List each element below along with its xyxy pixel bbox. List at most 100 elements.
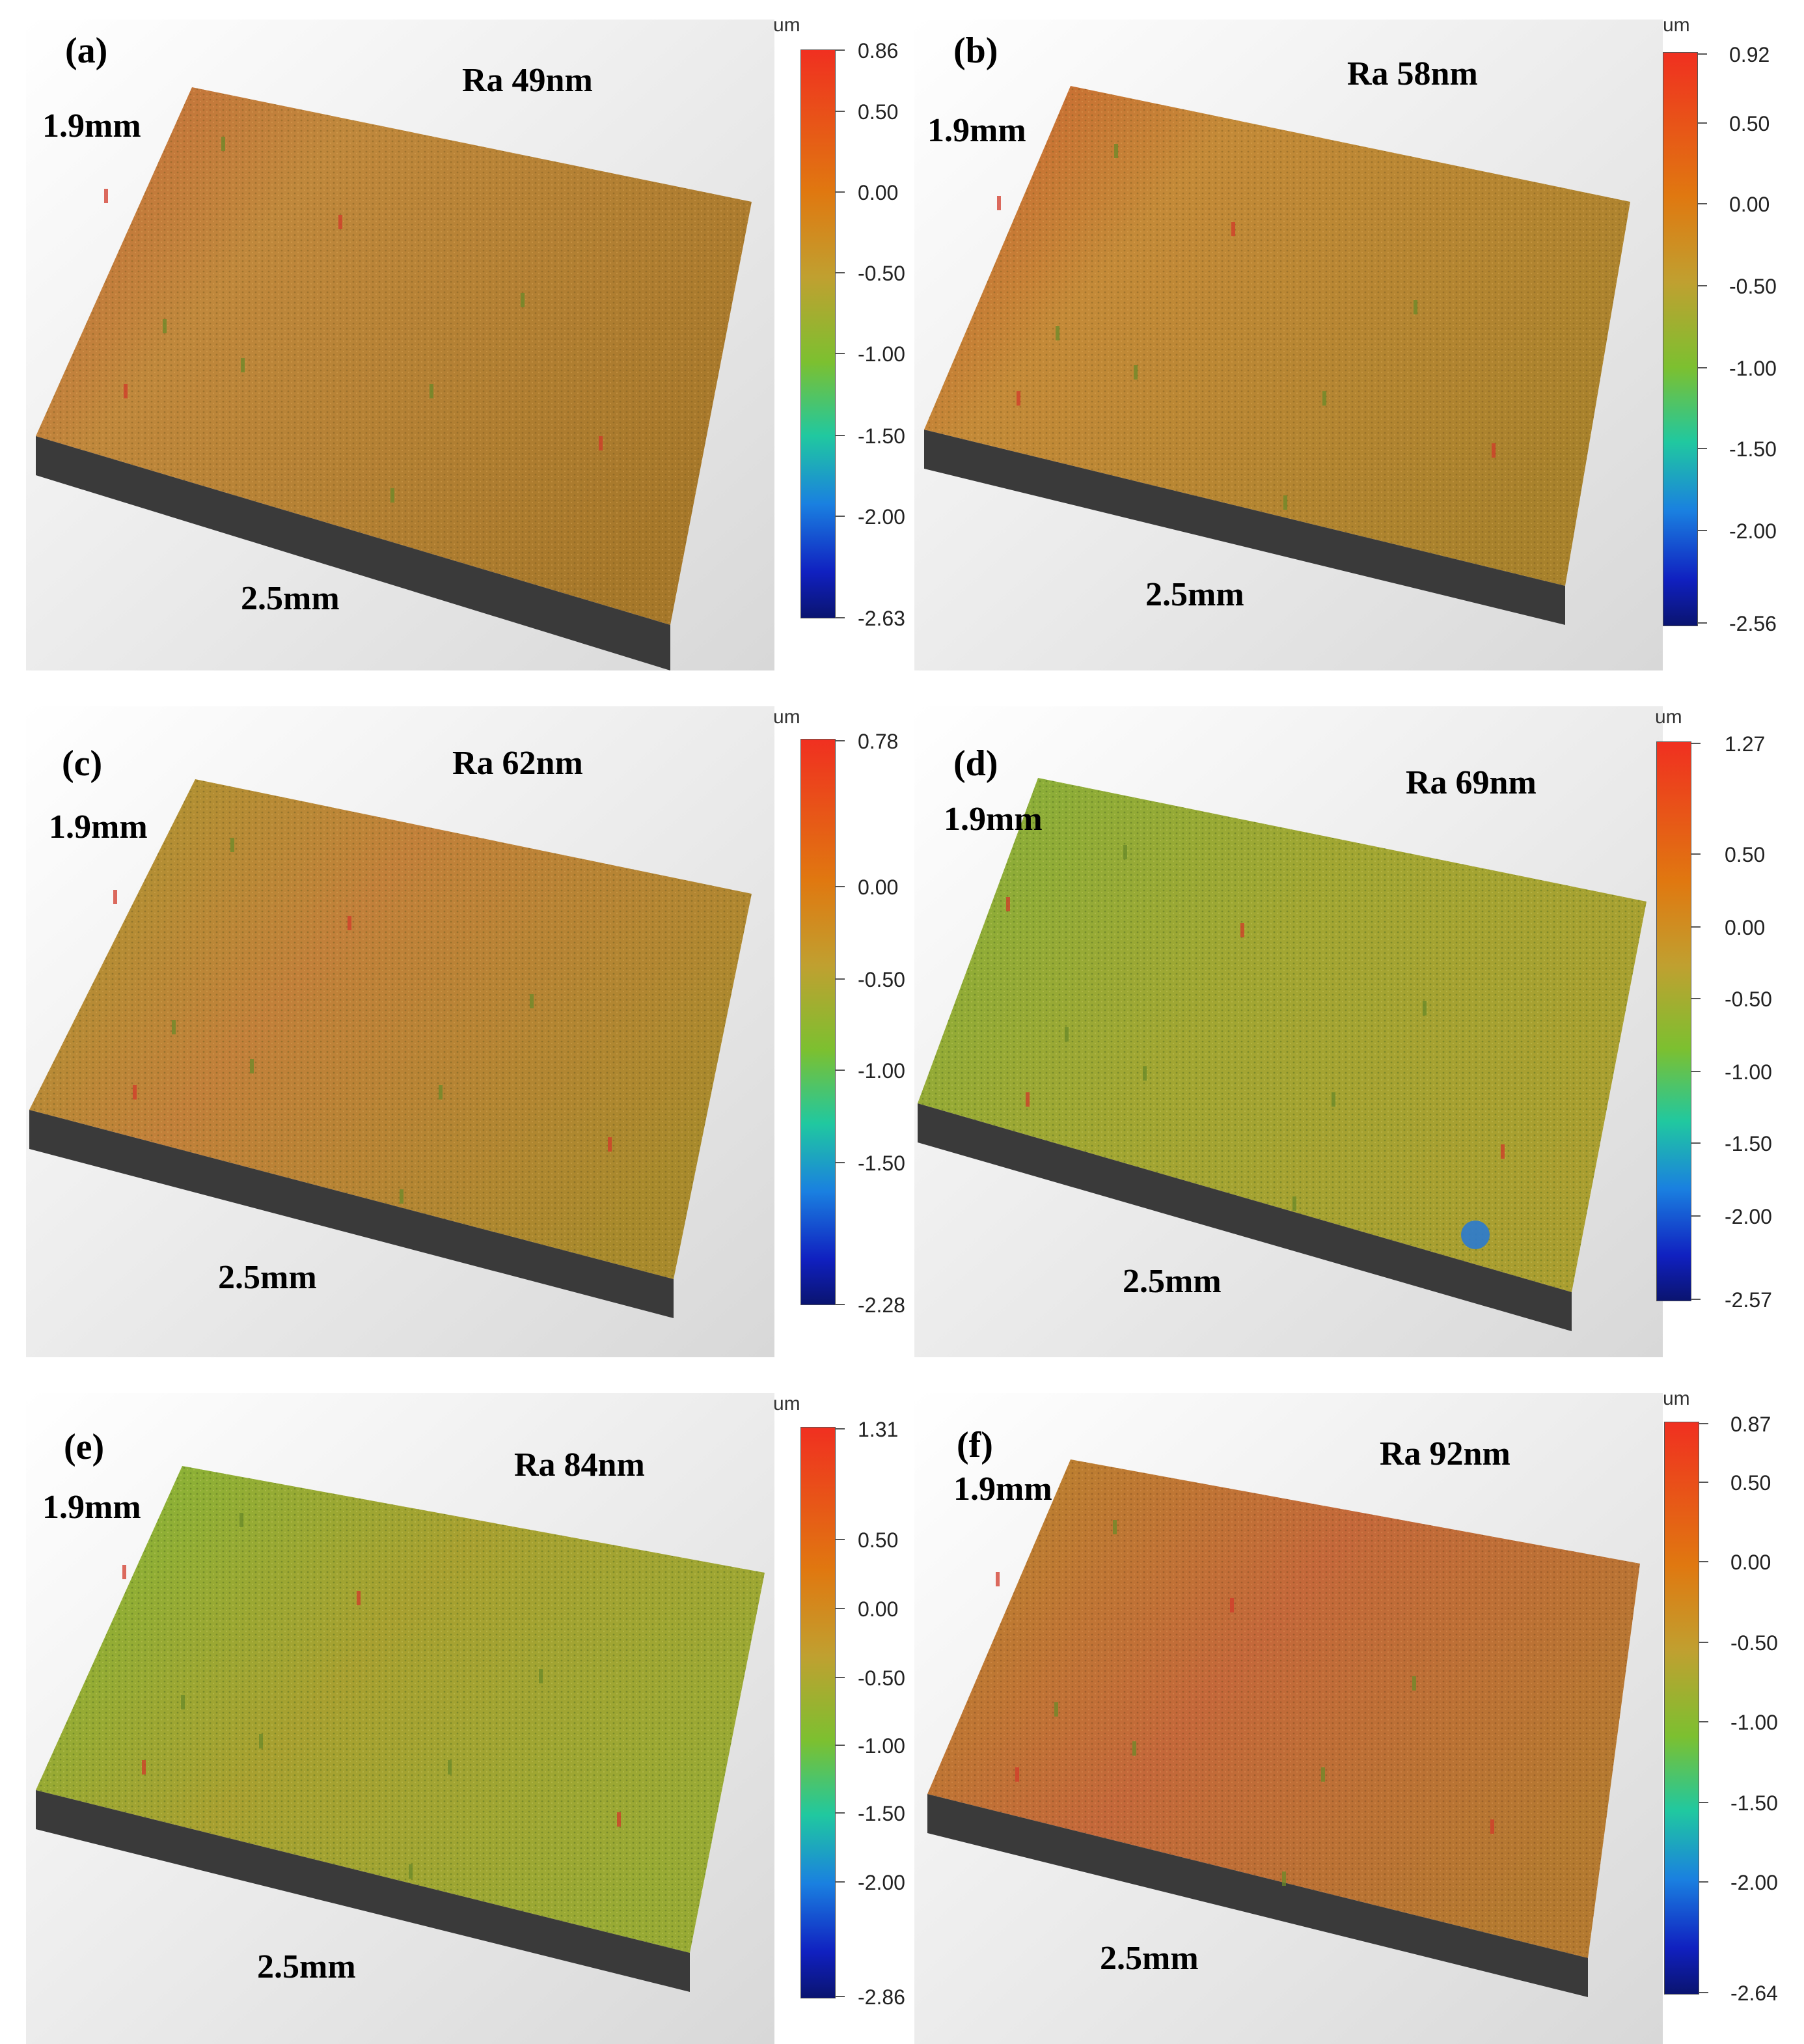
surface-side-c [29,1110,674,1318]
colorbar-a [800,49,836,618]
tick-label: 0.50 [1725,843,1766,866]
surface-spike [539,1669,543,1683]
tick-label: 0.50 [1729,112,1770,135]
tick-label: -1.50 [1730,1791,1778,1815]
surface-spike [530,994,534,1008]
surface-spike [409,1864,413,1879]
colorbar-c [800,739,836,1305]
tick-label: -1.00 [1730,1711,1778,1734]
colorbar-unit-c: um [773,706,800,728]
surface-plot-d [914,706,1663,1357]
surface-spike [1231,222,1235,236]
surface-plot-f [914,1393,1663,2044]
tick-label: -0.50 [1730,1631,1778,1655]
tick-label: -0.50 [1729,275,1777,298]
surface-spike [1054,1702,1058,1717]
surface-plot-c [26,706,774,1357]
surface-spike [163,319,167,333]
tick-label: -2.00 [1729,519,1777,543]
x-dimension-e: 2.5mm [257,1948,356,1985]
tick-label: -1.50 [858,424,905,448]
tick-label: 1.31 [858,1418,899,1441]
colorbar-unit-e: um [773,1393,800,1415]
surface-spike [1501,1144,1505,1159]
panel-b: (b) Ra 58nm 1.9mm 2.5mm um 0.92 0.50 0.0… [914,14,1804,670]
y-dimension-d: 1.9mm [944,801,1043,838]
panel-f: (f) Ra 92nm 1.9mm 2.5mm um 0.87 0.50 0.0… [914,1388,1804,2044]
surface-spike [259,1734,263,1748]
surface-spike [113,890,117,904]
tick-label: -1.00 [1729,357,1777,380]
ra-value-d: Ra 69nm [1406,764,1537,801]
colorbar-e [800,1427,836,1998]
surface-3d-a [26,20,774,670]
tick-label: 0.00 [858,876,899,899]
surface-spike [1143,1066,1147,1081]
x-dimension-f: 2.5mm [1100,1940,1199,1977]
panel-a: (a) Ra 49nm 1.9mm 2.5mm um 0.86 0.50 0.0… [26,14,924,670]
surface-spike [1113,1520,1117,1534]
colorbar-f [1664,1422,1699,1995]
tick-label: -1.00 [858,1059,905,1083]
panel-letter-d: (d) [953,743,998,784]
surface-spike [221,137,225,151]
surface-spike [1492,443,1496,458]
surface-spike [230,838,234,852]
panel-d: (d) Ra 69nm 1.9mm 2.5mm um 1.27 0.50 0.0… [914,706,1804,1357]
surface-spike [1026,1092,1030,1107]
surface-spike [1065,1027,1069,1042]
surface-side-d [918,1103,1572,1331]
tick-label: -0.50 [1725,987,1772,1011]
tick-label: -2.86 [858,1985,905,2009]
surface-side-b [924,430,1565,625]
surface-plot-a [26,20,774,670]
surface-3d-d [914,706,1663,1357]
surface-spike [400,1189,403,1204]
tick-label: -2.00 [858,1871,905,1894]
surface-spike [1490,1819,1494,1834]
surface-spike [239,1513,243,1527]
panel-letter-f: (f) [957,1425,993,1465]
colorbar-unit-b: um [1663,14,1690,36]
surface-spike [1132,1741,1136,1756]
x-dimension-d: 2.5mm [1123,1263,1222,1300]
surface-spike [1292,1196,1296,1211]
tick-label: 0.00 [1725,916,1766,939]
surface-spike [124,384,128,398]
tick-label: -2.00 [1730,1871,1778,1894]
surface-side-a [36,436,670,670]
colorbar-d [1656,741,1691,1301]
y-dimension-c: 1.9mm [49,808,148,846]
tick-label: -1.50 [858,1802,905,1825]
tick-label: -0.50 [858,1666,905,1690]
surface-spike [1321,1767,1325,1782]
panel-c: (c) Ra 62nm 1.9mm 2.5mm um 0.78 0.00 -0.… [26,706,924,1357]
tick-label: 0.50 [858,1528,899,1552]
surface-plot-b [914,20,1663,670]
surface-spike [430,384,433,398]
tick-label: -1.50 [1729,437,1777,461]
panel-letter-a: (a) [65,31,108,71]
tick-label: -1.50 [858,1152,905,1175]
ra-value-f: Ra 92nm [1380,1435,1510,1472]
tick-label: -2.00 [1725,1205,1772,1228]
surface-spike [241,358,245,372]
surface-3d-e [26,1393,774,2044]
surface-spike [1283,495,1287,510]
tick-label: -1.50 [1725,1132,1772,1155]
panel-letter-b: (b) [953,31,998,71]
surface-spike [1282,1871,1286,1886]
surface-spike [1114,144,1118,158]
surface-spike [1423,1001,1427,1015]
tick-label: 0.87 [1730,1413,1771,1436]
tick-label: -2.63 [858,607,905,630]
surface-spike [439,1085,443,1099]
tick-label: -0.50 [858,968,905,991]
x-dimension-c: 2.5mm [218,1259,317,1296]
ra-value-e: Ra 84nm [514,1446,645,1484]
surface-spike [1414,300,1417,314]
surface-spike [1332,1092,1335,1107]
surface-spike [617,1812,621,1827]
surface-spike [1056,326,1059,340]
surface-3d-c [26,706,774,1357]
